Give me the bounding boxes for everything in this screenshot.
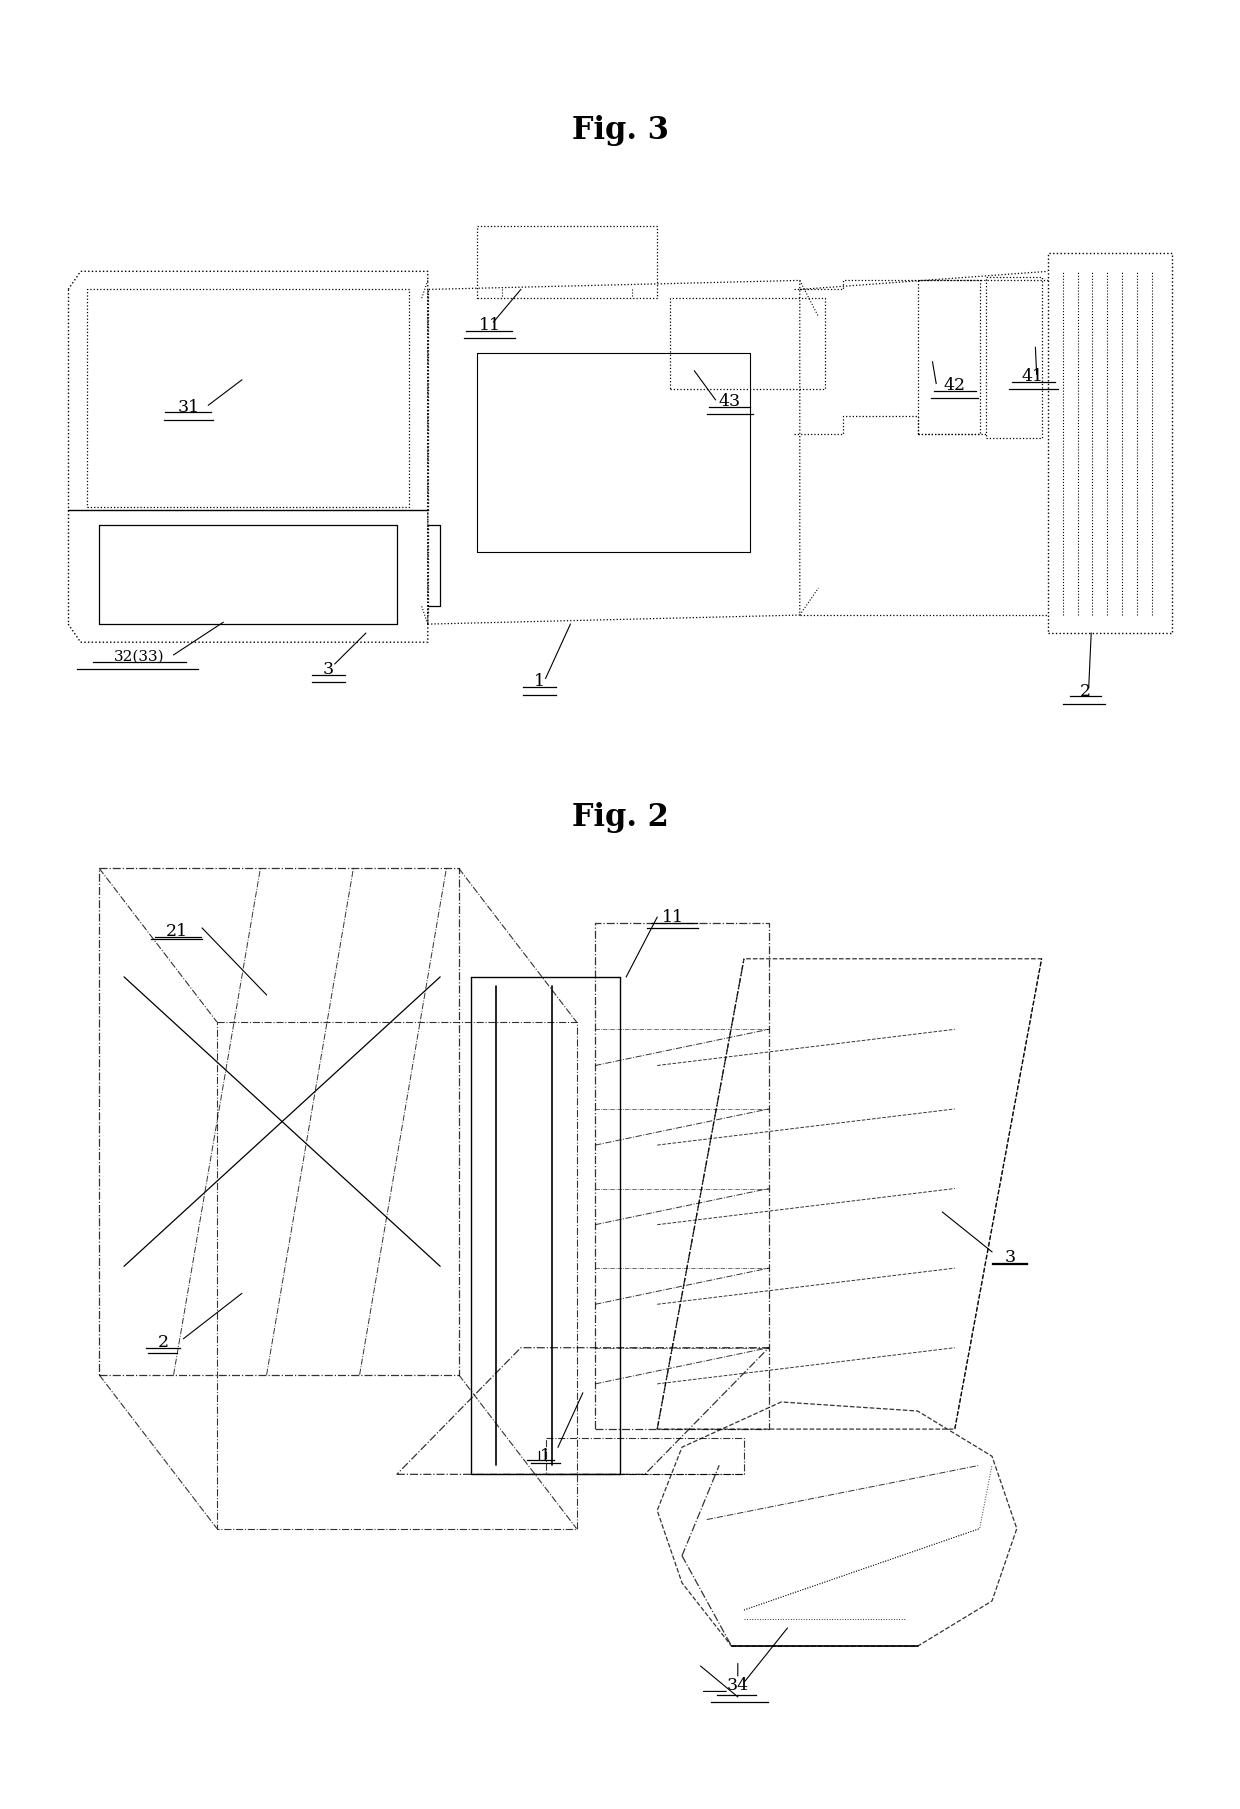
- Text: 42: 42: [944, 376, 966, 394]
- Text: 32(33): 32(33): [114, 649, 164, 664]
- Text: 1: 1: [534, 673, 544, 691]
- Text: 43: 43: [718, 393, 740, 411]
- Text: 3: 3: [1006, 1248, 1016, 1266]
- Text: 41: 41: [1022, 367, 1044, 385]
- Text: 2: 2: [1080, 682, 1090, 700]
- Text: 21: 21: [166, 923, 188, 941]
- Text: 11: 11: [479, 317, 501, 335]
- Text: Fig. 3: Fig. 3: [572, 114, 668, 147]
- Text: Fig. 2: Fig. 2: [572, 801, 668, 834]
- Text: 2: 2: [159, 1333, 169, 1351]
- Text: 34: 34: [727, 1677, 749, 1695]
- Text: 1: 1: [541, 1447, 551, 1465]
- Text: 31: 31: [177, 398, 200, 416]
- Text: 3: 3: [324, 660, 334, 678]
- Text: 11: 11: [662, 908, 684, 926]
